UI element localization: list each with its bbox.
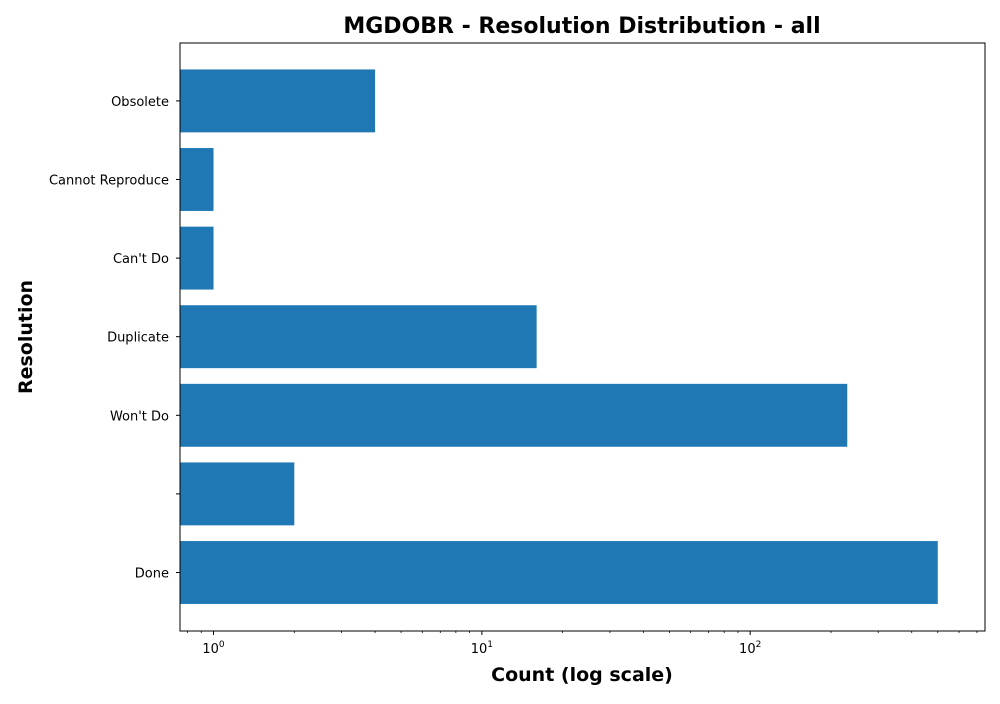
y-tick-label: Obsolete — [111, 95, 169, 110]
y-tick-label: Duplicate — [107, 331, 169, 346]
y-tick-label: Can't Do — [113, 252, 169, 267]
x-tick-label: 101 — [471, 640, 493, 657]
plot-frame — [179, 42, 986, 632]
bar-blank-1 — [180, 462, 295, 526]
y-tick-label: Cannot Reproduce — [49, 174, 169, 189]
bar-obsolete — [180, 69, 376, 133]
chart-title: MGDOBR - Resolution Distribution - all — [343, 14, 820, 39]
x-ticks-layer: 100 101 102 — [187, 631, 978, 657]
bar-duplicate — [180, 305, 537, 369]
x-tick-label: 100 — [202, 640, 225, 657]
y-ticks-layer: Done Won't Do Duplicate Can't Do Cannot Repr… — [49, 95, 180, 582]
x-tick-label-base: 10 — [739, 642, 756, 657]
y-tick-label: Done — [135, 567, 169, 582]
bars-layer — [180, 69, 938, 604]
bar-can-t-do — [180, 226, 214, 290]
x-axis-label: Count (log scale) — [491, 664, 673, 686]
bar-done — [180, 541, 938, 604]
x-tick-label: 102 — [739, 640, 761, 657]
x-tick-label-exponent: 2 — [756, 640, 762, 650]
x-tick-label-exponent: 1 — [487, 640, 493, 650]
bar-won-t-do — [180, 383, 848, 447]
x-tick-label-base: 10 — [471, 642, 488, 657]
x-tick-label-base: 10 — [202, 642, 219, 657]
y-tick-label: Won't Do — [110, 409, 169, 424]
x-tick-label-exponent: 0 — [219, 640, 225, 650]
y-axis-label: Resolution — [15, 280, 37, 394]
bar-cannot-reproduce — [180, 148, 214, 211]
